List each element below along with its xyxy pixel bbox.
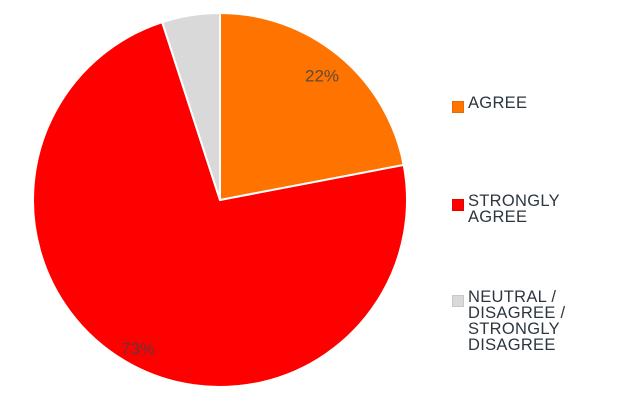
- legend-label-strongly-agree: STRONGLY AGREE: [468, 192, 560, 226]
- pie-label-agree: 22%: [305, 66, 339, 85]
- legend-item-strongly-agree: STRONGLY AGREE: [452, 193, 560, 225]
- legend-swatch-strongly-agree: [452, 199, 464, 211]
- legend-swatch-neutral-disagree: [452, 295, 464, 307]
- legend-label-neutral-disagree: NEUTRAL / DISAGREE / STRONGLY DISAGREE: [468, 288, 566, 354]
- legend-item-neutral-disagree: NEUTRAL / DISAGREE / STRONGLY DISAGREE: [452, 289, 565, 353]
- pie-slice-agree: [219, 11, 405, 202]
- pie-slice-strongly-agree: [32, 20, 408, 388]
- legend-label-agree: AGREE: [468, 94, 528, 112]
- legend-item-agree: AGREE: [452, 95, 527, 113]
- legend: AGREE STRONGLY AGREE NEUTRAL / DISAGREE …: [452, 0, 612, 391]
- legend-swatch-agree: [452, 101, 464, 113]
- pie-label-strongly-agree: 73%: [121, 339, 155, 358]
- pie-slice-neutral-disagree-strongly-disagree: [160, 11, 221, 201]
